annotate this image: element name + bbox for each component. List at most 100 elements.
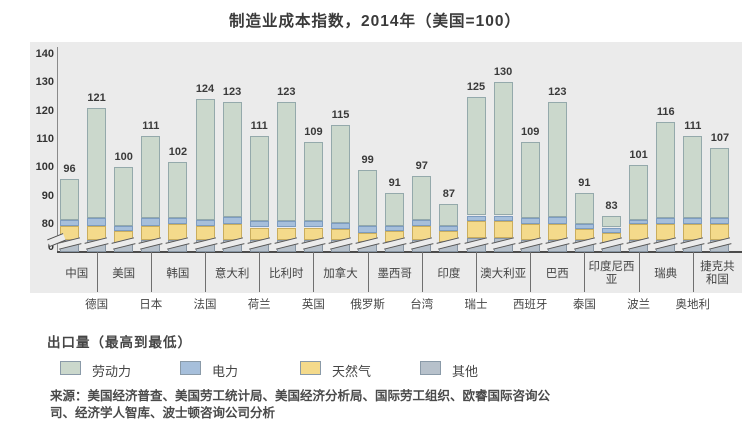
- legend-label: 天然气: [332, 364, 372, 379]
- segment-labor: [222, 102, 242, 217]
- bar-value-label: 123: [277, 86, 296, 99]
- x-axis-tick-line: [150, 252, 152, 292]
- segment-electricity: [331, 222, 350, 230]
- bar-value-label: 125: [466, 80, 486, 93]
- y-tick-label: 110: [36, 133, 54, 145]
- x-label-text: 比利时: [269, 267, 304, 280]
- x-label-text: 意大利: [214, 267, 250, 280]
- segment-electricity: [249, 221, 269, 228]
- segment-electricity: [141, 218, 161, 226]
- x-label-text: 美国: [112, 267, 136, 280]
- legend-swatch: [180, 361, 201, 375]
- x-label-row2: 瑞士: [464, 299, 488, 311]
- segment-labor: [629, 164, 649, 220]
- y-tick-label: 130: [35, 76, 54, 89]
- segment-natural-gas: [466, 221, 486, 238]
- segment-labor: [87, 107, 107, 219]
- x-label-row1: 印度尼西亚: [584, 256, 638, 292]
- bar-value-label: 109: [304, 125, 323, 138]
- segment-labor: [656, 122, 676, 219]
- x-label-row2: 法国: [193, 299, 217, 311]
- x-label-row1: 巴西: [530, 256, 584, 292]
- segment-electricity: [602, 227, 621, 233]
- source-line-1: 来源：美国经济普查、美国劳工统计局、美国经济分析局、国际劳工组织、欧睿国际咨询公: [50, 389, 551, 403]
- segment-electricity: [303, 221, 323, 228]
- segment-labor: [683, 136, 703, 219]
- x-label-text: 捷克共和国: [700, 261, 735, 286]
- segment-electricity: [60, 219, 79, 226]
- segment-labor: [493, 82, 513, 216]
- x-axis-tick-line: [530, 252, 532, 292]
- segment-labor: [466, 96, 486, 216]
- x-label-row2: 日本: [139, 299, 163, 311]
- x-label-row1: 加拿大: [313, 256, 367, 292]
- x-label-row2: 奥地利: [675, 299, 711, 311]
- x-axis-tick-line: [584, 252, 586, 292]
- segment-labor: [574, 192, 594, 224]
- x-axis-line: [57, 251, 742, 253]
- bar-value-label: 124: [195, 83, 215, 96]
- segment-labor: [602, 215, 621, 228]
- y-tick-label: 140: [35, 48, 54, 60]
- segment-electricity: [656, 218, 676, 224]
- bar-value-label: 123: [222, 86, 242, 99]
- legend-item-3: 天然气: [300, 361, 410, 379]
- segment-electricity: [412, 219, 432, 226]
- x-label-row1: 印度: [422, 256, 476, 292]
- x-label-text: 墨西哥: [377, 267, 412, 280]
- x-label-text: 加拿大: [323, 267, 358, 280]
- legend-label: 电力: [212, 364, 239, 379]
- x-label-row1: 中国: [57, 256, 97, 292]
- segment-electricity: [574, 224, 594, 230]
- x-label-row2: 西班牙: [512, 299, 548, 311]
- segment-labor: [303, 141, 323, 222]
- bar-value-label: 116: [656, 106, 675, 118]
- x-axis-tick-line: [638, 252, 640, 292]
- segment-labor: [195, 99, 215, 220]
- bar-value-label: 96: [63, 162, 76, 175]
- bar-value-label: 111: [250, 120, 268, 133]
- bar-value-label: 115: [331, 108, 350, 121]
- legend-swatch: [300, 361, 321, 375]
- bar-value-label: 99: [361, 154, 374, 167]
- segment-electricity: [466, 215, 486, 222]
- segment-electricity: [195, 219, 215, 226]
- x-label-row2: 台湾: [410, 299, 434, 311]
- segment-labor: [331, 124, 350, 223]
- y-axis-line: [57, 47, 58, 252]
- x-label-row1: 韩国: [151, 256, 205, 292]
- x-label-text: 印度: [437, 267, 461, 280]
- x-label-row1: 意大利: [205, 256, 259, 292]
- chart-title: 制造业成本指数，2014年（美国=100）: [229, 13, 521, 30]
- bar-value-label: 102: [168, 145, 188, 158]
- x-label-row2: 德国: [85, 299, 109, 311]
- bar-value-label: 123: [548, 86, 567, 99]
- segment-labor: [249, 136, 269, 222]
- bar-value-label: 100: [114, 151, 133, 164]
- x-label-row1: 墨西哥: [368, 256, 422, 292]
- segment-labor: [385, 192, 405, 226]
- x-label-text: 澳大利亚: [480, 267, 527, 280]
- bar-value-label: 121: [87, 91, 106, 104]
- legend-label: 劳动力: [92, 364, 132, 379]
- bar-value-label: 107: [710, 131, 730, 144]
- x-label-row1: 澳大利亚: [476, 256, 530, 292]
- x-label-row2: 荷兰: [247, 299, 271, 311]
- source-text: 来源：美国经济普查、美国劳工统计局、美国经济分析局、国际劳工组织、欧睿国际咨询公…: [50, 388, 700, 422]
- segment-electricity: [385, 225, 405, 231]
- bar-value-label: 109: [521, 125, 540, 138]
- segment-electricity: [87, 218, 107, 226]
- x-axis-tick-line: [421, 252, 423, 292]
- bar-value-label: 91: [578, 176, 591, 189]
- bar-value-label: 83: [605, 199, 618, 212]
- segment-electricity: [547, 216, 567, 224]
- legend-item-4: 其他: [420, 361, 530, 379]
- x-label-text: 中国: [65, 267, 89, 280]
- segment-labor: [168, 161, 188, 219]
- segment-electricity: [276, 221, 296, 228]
- bar-value-label: 101: [629, 148, 648, 161]
- y-tick-label: 90: [41, 189, 54, 202]
- segment-electricity: [439, 225, 459, 231]
- bar-value-label: 130: [493, 66, 513, 79]
- segment-labor: [710, 147, 730, 219]
